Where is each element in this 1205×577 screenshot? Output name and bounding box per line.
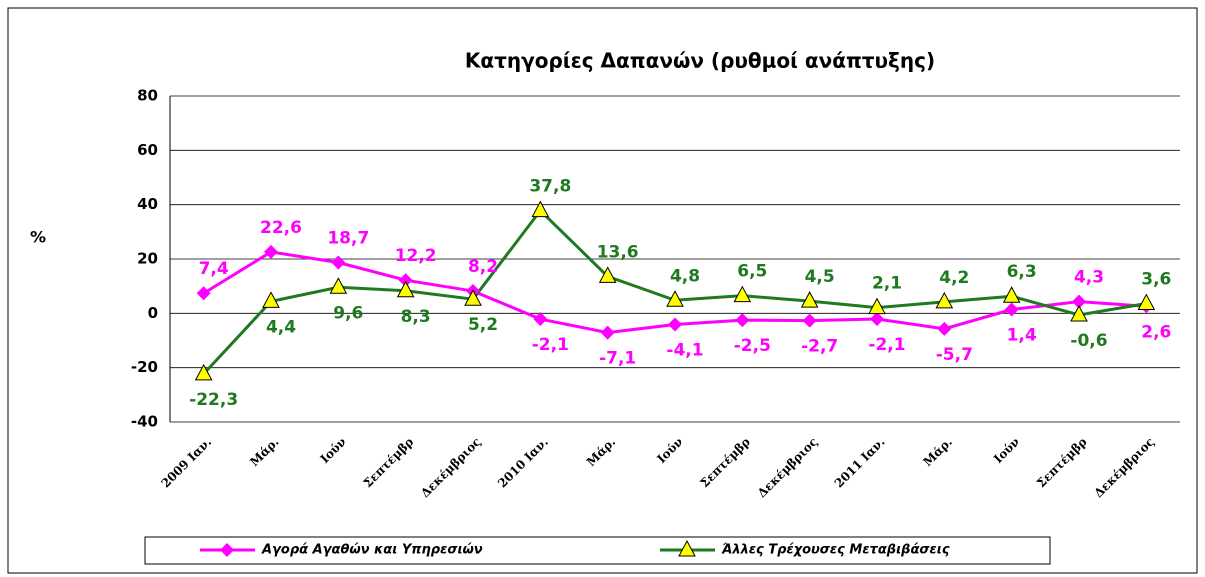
y-tick-label: 40 — [137, 195, 158, 213]
x-tick-label: Ιούν — [318, 435, 349, 466]
point-marker — [937, 321, 952, 336]
chart-title: Κατηγορίες Δαπανών (ρυθμοί ανάπτυξης) — [465, 49, 935, 73]
x-tick-label: Δεκέμβριος — [418, 435, 484, 501]
value-label: 5,2 — [468, 315, 498, 335]
point-marker — [1002, 286, 1021, 303]
value-label: -0,6 — [1070, 331, 1107, 351]
legend-label: Άλλες Τρέχουσες Μεταβιβάσεις — [721, 543, 950, 558]
point-marker — [668, 317, 682, 332]
point-marker — [329, 277, 348, 294]
value-label: -7,1 — [599, 349, 636, 369]
legend-box — [144, 536, 1051, 565]
value-label: 1,4 — [1007, 326, 1037, 346]
value-label: -2,1 — [532, 335, 569, 355]
y-tick-label: 60 — [137, 141, 158, 159]
point-marker — [800, 291, 819, 308]
value-label: 6,5 — [737, 262, 767, 282]
x-tick-label: Δεκέμβριος — [1091, 435, 1157, 501]
value-label: -2,7 — [801, 337, 838, 357]
point-marker — [533, 312, 548, 327]
point-marker — [262, 291, 280, 308]
value-label: 4,3 — [1074, 268, 1104, 288]
value-label: 8,3 — [401, 307, 431, 327]
point-marker — [868, 297, 886, 315]
value-label: 13,6 — [597, 242, 639, 262]
value-label: 37,8 — [529, 177, 571, 197]
value-label: 2,6 — [1141, 322, 1171, 342]
point-marker — [396, 280, 415, 298]
legend-label: Αγορά Αγαθών και Υπηρεσιών — [261, 543, 483, 558]
value-label: 6,3 — [1007, 262, 1037, 282]
legend-marker — [678, 539, 696, 557]
point-marker — [531, 200, 550, 218]
point-marker — [264, 244, 278, 259]
point-marker — [600, 325, 615, 340]
value-label: 8,2 — [468, 257, 498, 277]
point-marker — [935, 291, 954, 309]
value-label: 4,5 — [805, 267, 835, 287]
y-tick-label: 20 — [137, 250, 158, 268]
y-tick-label: 80 — [137, 87, 158, 105]
point-marker — [1137, 293, 1156, 311]
point-marker — [733, 285, 752, 303]
point-marker — [398, 273, 413, 288]
point-marker — [1070, 304, 1088, 322]
point-marker — [194, 363, 213, 381]
value-label: -2,1 — [868, 335, 905, 355]
x-tick-label: Μάρ. — [247, 435, 281, 469]
point-marker — [735, 313, 750, 328]
point-marker — [598, 266, 617, 283]
value-label: 7,4 — [199, 259, 229, 279]
point-marker — [1072, 294, 1086, 309]
value-label: -2,5 — [734, 336, 771, 356]
point-marker — [464, 289, 482, 306]
value-label: 22,6 — [260, 218, 302, 238]
point-marker — [331, 255, 346, 270]
value-label: -5,7 — [936, 345, 973, 365]
value-label: 9,6 — [333, 303, 363, 323]
value-label: 3,6 — [1141, 270, 1171, 290]
y-tick-label: 0 — [148, 304, 158, 322]
x-tick-label: Σεπτέμβρ — [697, 435, 753, 491]
x-tick-label: Μάρ. — [921, 435, 955, 469]
y-tick-label: -20 — [131, 358, 158, 376]
y-tick-label: -40 — [131, 413, 158, 431]
value-label: 4,8 — [670, 266, 700, 286]
point-marker — [802, 313, 817, 328]
x-tick-label: Ιούν — [654, 435, 685, 466]
y-axis-label: % — [30, 228, 46, 247]
x-tick-label: Σεπτέμβρ — [1034, 435, 1090, 491]
x-tick-label: 2009 Ιαν. — [158, 435, 214, 491]
value-label: 12,2 — [395, 246, 437, 266]
point-marker — [1004, 302, 1019, 317]
value-label: 4,4 — [266, 317, 296, 337]
x-tick-label: Δεκέμβριος — [755, 435, 821, 501]
x-tick-label: Μάρ. — [584, 435, 618, 469]
legend-marker — [220, 543, 234, 557]
chart-frame — [7, 7, 1198, 574]
value-label: -22,3 — [189, 390, 238, 410]
point-marker — [196, 286, 211, 301]
x-tick-label: Σεπτέμβρ — [361, 435, 417, 491]
point-marker — [870, 312, 884, 327]
point-marker — [666, 290, 684, 307]
x-tick-label: Ιούν — [991, 435, 1022, 466]
value-label: 18,7 — [327, 229, 369, 249]
value-label: -4,1 — [666, 340, 703, 360]
value-label: 2,1 — [872, 274, 902, 294]
value-label: 4,2 — [939, 268, 969, 288]
x-tick-label: 2011 Ιαν. — [832, 435, 888, 491]
x-tick-label: 2010 Ιαν. — [495, 435, 551, 491]
